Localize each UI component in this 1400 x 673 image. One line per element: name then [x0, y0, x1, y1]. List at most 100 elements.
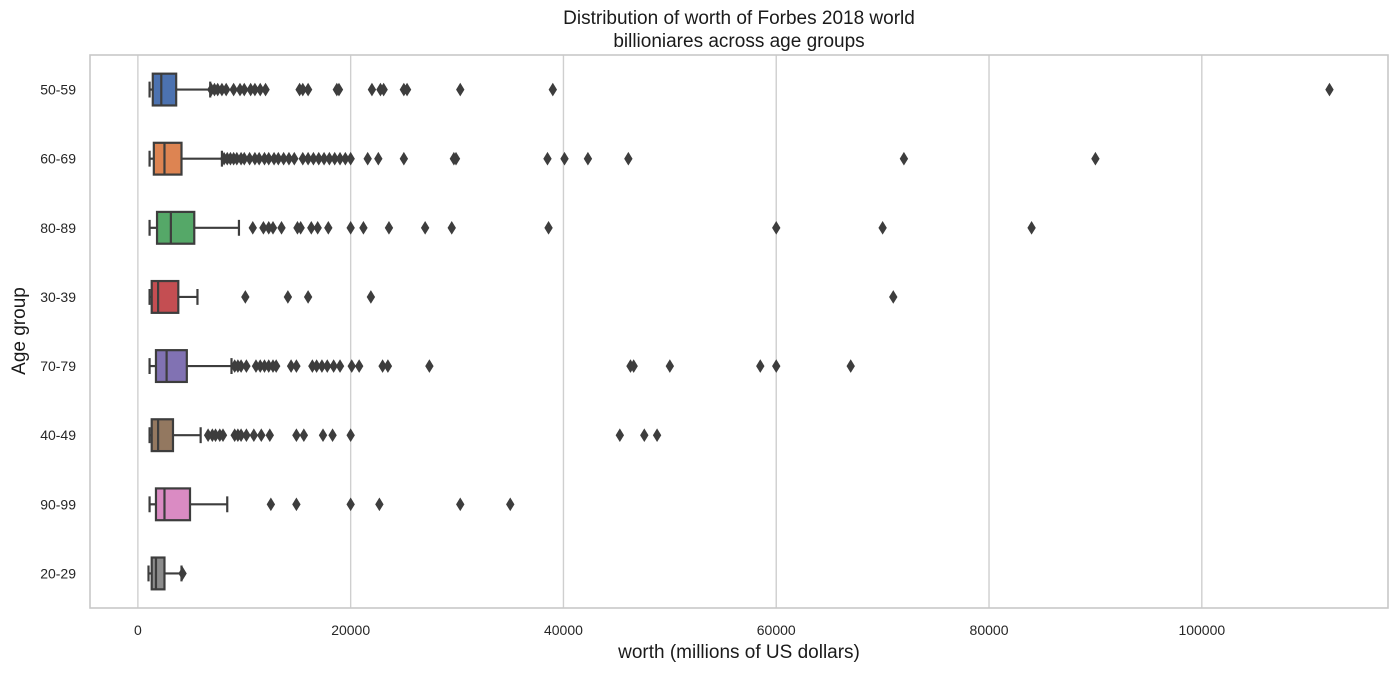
outlier-point [363, 151, 372, 166]
outlier-point [846, 359, 855, 373]
outlier-point [260, 359, 269, 373]
outlier-point [447, 221, 456, 235]
outlier-point [269, 151, 279, 166]
outlier-point [366, 290, 376, 304]
outlier-point [324, 221, 333, 235]
outlier-point [259, 221, 268, 235]
outlier-point [402, 82, 412, 97]
y-tick-label: 30-39 [40, 289, 76, 305]
outlier-point [236, 428, 246, 442]
y-tick-label: 40-49 [40, 427, 76, 443]
outlier-point [211, 428, 220, 442]
outlier-point [560, 151, 569, 166]
outlier-point [583, 151, 593, 166]
plot-frame [89, 54, 1389, 609]
outlier-point [383, 359, 393, 373]
outlier-point [296, 221, 305, 235]
outlier-point [303, 151, 313, 166]
outlier-point [378, 359, 387, 373]
outlier-point [899, 151, 909, 166]
outlier-point [399, 151, 409, 166]
outlier-point [303, 82, 313, 97]
outlier-point [347, 359, 356, 373]
outlier-point [241, 290, 250, 304]
outlier-point [261, 82, 270, 97]
outlier-point [246, 82, 255, 97]
outlier-point [506, 497, 515, 512]
outlier-point [325, 151, 334, 166]
outlier-point [217, 82, 227, 97]
outlier-point [236, 359, 246, 373]
outlier-point [292, 497, 301, 512]
outlier-point [178, 566, 187, 581]
outlier-point [346, 428, 355, 442]
outlier-point [240, 151, 249, 166]
y-tick-label: 50-59 [40, 82, 76, 98]
outlier-point [283, 290, 293, 304]
outlier-point [314, 151, 323, 166]
chart-title-line-2: billioniares across age groups [613, 31, 864, 52]
outlier-point [240, 82, 249, 97]
boxplot-40-49 [148, 418, 662, 453]
outlier-point [665, 359, 675, 373]
outlier-point [379, 82, 388, 97]
outlier-point [384, 221, 394, 235]
y-tick-label: 60-69 [40, 151, 76, 167]
x-axis-label: worth (millions of US dollars) [617, 642, 860, 663]
outlier-point [250, 82, 260, 97]
x-tick-label: 40000 [544, 622, 583, 638]
x-tick-label: 80000 [970, 622, 1009, 638]
outlier-point [218, 428, 228, 442]
outlier-point [248, 221, 257, 235]
y-axis-label: Age group [9, 287, 30, 375]
outlier-point [260, 151, 269, 166]
outlier-point [1325, 82, 1334, 97]
outlier-point [284, 151, 294, 166]
outlier-point [312, 359, 321, 373]
outlier-point [309, 151, 318, 166]
outlier-point [359, 221, 368, 235]
outlier-point [286, 359, 296, 373]
y-tick-label: 80-89 [40, 220, 76, 236]
outlier-point [313, 221, 322, 235]
outlier-point [308, 359, 317, 373]
boxplot-50-59 [148, 72, 1334, 107]
iqr-box [150, 556, 166, 591]
outlier-point [1027, 221, 1036, 235]
chart-title-line-1: Distribution of worth of Forbes 2018 wor… [563, 8, 915, 29]
outlier-point [615, 428, 625, 442]
outlier-point [543, 151, 552, 166]
outlier-point [640, 428, 649, 442]
x-tick-label: 20000 [331, 622, 370, 638]
y-tick-label: 90-99 [40, 496, 76, 512]
outlier-point [268, 221, 278, 235]
boxplots [147, 72, 1334, 591]
outlier-point [256, 82, 265, 97]
outlier-point [544, 221, 553, 235]
outlier-point [346, 497, 355, 512]
outlier-point [264, 151, 273, 166]
chart-title: Distribution of worth of Forbes 2018 wor… [563, 8, 915, 52]
outlier-point [317, 359, 327, 373]
outlier-point [256, 359, 265, 373]
outlier-point [307, 221, 316, 235]
outlier-point [341, 151, 350, 166]
outlier-point [271, 359, 281, 373]
x-axis-ticks: 0 20000 40000 60000 80000 100000 [134, 622, 1225, 638]
outlier-point [254, 151, 264, 166]
outlier-point [249, 428, 259, 442]
outlier-point [229, 82, 238, 97]
outlier-point [889, 290, 898, 304]
outlier-point [652, 428, 662, 442]
outlier-point [277, 221, 286, 235]
outlier-point [203, 428, 213, 442]
outlier-point [290, 151, 299, 166]
iqr-box [155, 210, 196, 245]
outlier-point [298, 151, 307, 166]
boxplot-90-99 [148, 487, 515, 522]
outlier-point [213, 82, 222, 97]
iqr-box [150, 279, 180, 314]
iqr-box [150, 418, 175, 453]
outlier-point [298, 82, 307, 97]
outlier-point [772, 359, 781, 373]
